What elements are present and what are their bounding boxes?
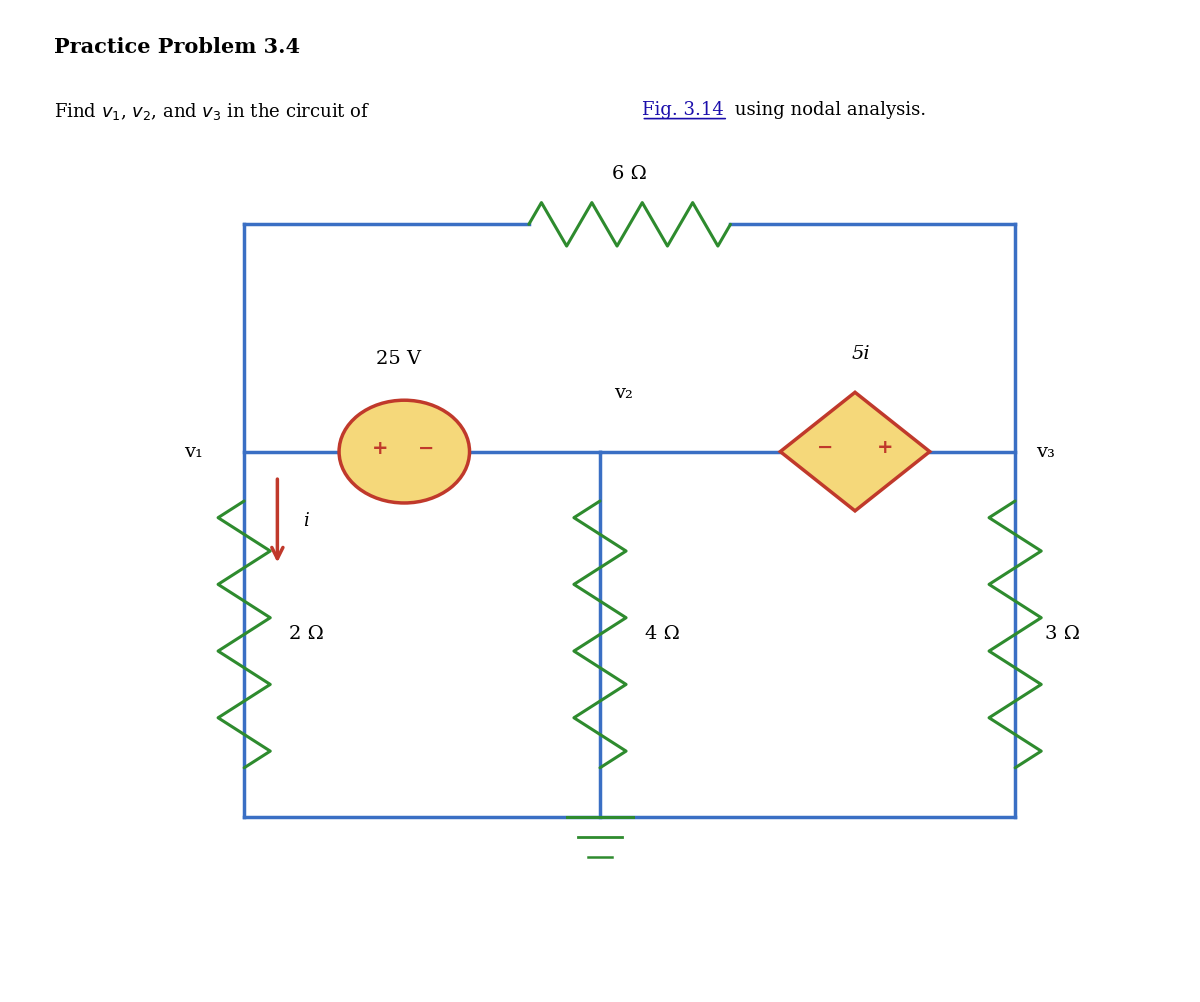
Text: 6 Ω: 6 Ω — [612, 164, 647, 182]
Text: Fig. 3.14: Fig. 3.14 — [642, 101, 724, 119]
Text: using nodal analysis.: using nodal analysis. — [730, 101, 926, 119]
Text: −: − — [418, 439, 434, 458]
Text: v₂: v₂ — [614, 385, 634, 403]
Text: v₃: v₃ — [1037, 443, 1055, 461]
Text: Find $v_1$, $v_2$, and $v_3$ in the circuit of: Find $v_1$, $v_2$, and $v_3$ in the circ… — [54, 101, 371, 122]
Text: −: − — [817, 438, 834, 457]
Text: +: + — [876, 438, 893, 457]
Text: 5i: 5i — [852, 345, 870, 363]
Text: 25 V: 25 V — [376, 350, 421, 368]
Polygon shape — [780, 393, 930, 511]
Text: i: i — [304, 512, 310, 530]
Text: 3 Ω: 3 Ω — [1045, 625, 1080, 643]
Ellipse shape — [340, 400, 469, 503]
Text: 4 Ω: 4 Ω — [646, 625, 680, 643]
Text: Practice Problem 3.4: Practice Problem 3.4 — [54, 37, 300, 56]
Text: 2 Ω: 2 Ω — [289, 625, 324, 643]
Text: +: + — [372, 439, 389, 458]
Text: v₁: v₁ — [184, 443, 203, 461]
